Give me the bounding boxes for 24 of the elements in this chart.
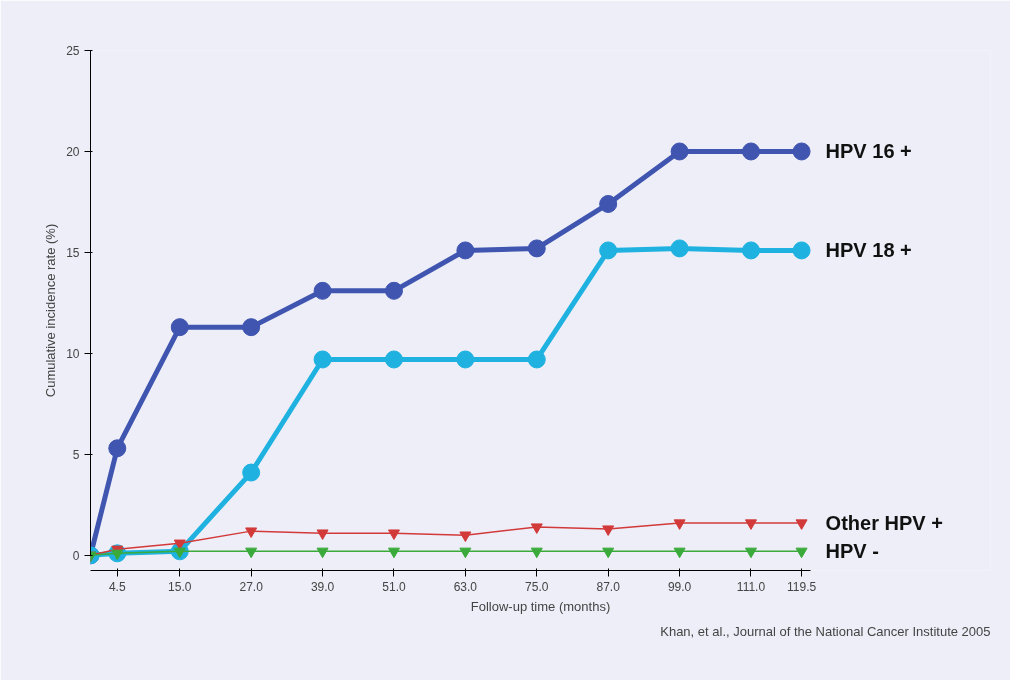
x-tick-label: 111.0 [736,579,766,594]
x-tick-label: 75.0 [525,579,549,594]
y-tick-label: 0 [72,548,80,563]
y-tick-label: 20 [66,144,80,159]
x-tick-label: 87.0 [596,579,621,594]
x-tick-label: 63.0 [453,579,478,594]
series-label: HPV 16 + [825,140,912,163]
y-tick-label: 5 [72,447,80,462]
y-tick-label: 25 [66,44,80,58]
x-axis-title: Follow-up time (months) [470,598,611,614]
series-label: Other HPV + [825,512,943,535]
x-tick-label: 51.0 [382,579,406,594]
y-tick-label: 15 [66,245,80,260]
series-label: HPV 18 + [825,239,912,262]
x-tick-label: 119.5 [787,579,817,594]
x-tick-label: 4.5 [108,579,126,594]
x-tick-label: 99.0 [667,579,692,594]
y-axis-title: Cumulative incidence rate (%) [43,223,59,398]
y-tick-label: 10 [66,346,80,361]
series-label: HPV - [825,540,879,563]
text: Khan, et al., Journal of the National Cancer Institute 2005 [660,623,991,639]
x-tick-label: 27.0 [239,579,264,594]
x-tick-label: 39.0 [310,579,335,594]
x-tick-label: 15.0 [168,579,192,594]
